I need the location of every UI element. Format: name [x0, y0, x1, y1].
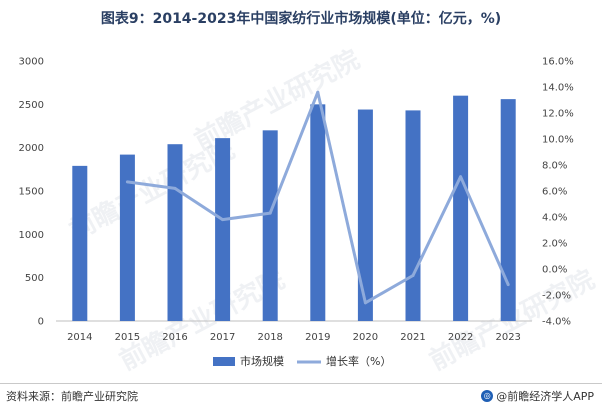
x-tick-label: 2015	[115, 332, 140, 343]
y-right-tick-label: 6.0%	[542, 187, 567, 198]
y-left-tick-label: 1000	[19, 230, 44, 241]
growth-point	[173, 186, 177, 190]
growth-point	[411, 274, 415, 277]
y-right-tick-label: 10.0%	[542, 135, 574, 146]
growth-point	[363, 301, 367, 305]
bar	[357, 109, 373, 322]
x-tick-label: 2018	[257, 332, 282, 343]
bar	[262, 130, 278, 321]
x-tick-label: 2023	[495, 332, 520, 343]
growth-point	[268, 211, 272, 215]
y-left-tick-label: 0	[38, 317, 44, 328]
y-left-tick-label: 2500	[19, 100, 44, 111]
x-tick-label: 2016	[162, 332, 187, 343]
y-right-tick-label: 16.0%	[542, 57, 574, 68]
y-left-tick-label: 3000	[19, 57, 44, 68]
growth-point	[125, 180, 129, 184]
bar	[500, 99, 516, 321]
bar	[310, 104, 326, 321]
y-right-tick-label: 14.0%	[542, 83, 574, 94]
x-tick-label: 2020	[353, 332, 378, 343]
legend-bar-swatch	[213, 357, 235, 366]
brand-credit: ◎ @前瞻经济学人APP	[481, 388, 594, 404]
y-right-tick-label: 0.0%	[542, 265, 567, 276]
y-right-tick-label: 4.0%	[542, 213, 567, 224]
bar	[119, 154, 135, 321]
bar	[405, 110, 421, 322]
source-note: 资料来源：前瞻产业研究院	[6, 390, 138, 403]
y-right-tick-label: 8.0%	[542, 161, 567, 172]
y-right-tick-label: -4.0%	[542, 317, 571, 328]
y-left-tick-label: 500	[25, 273, 44, 284]
bar	[215, 138, 231, 321]
bar	[167, 144, 183, 321]
legend-line-label: 增长率（%）	[326, 354, 391, 368]
brand-logo-icon: ◎	[481, 390, 494, 402]
growth-point	[506, 283, 510, 287]
x-tick-label: 2022	[448, 332, 473, 343]
growth-point	[459, 175, 463, 179]
y-left-tick-label: 1500	[19, 187, 44, 198]
y-right-tick-label: 12.0%	[542, 109, 574, 120]
bar	[72, 165, 88, 321]
y-right-tick-label: -2.0%	[542, 291, 571, 302]
growth-point	[316, 90, 320, 94]
chart-title: 图表9：2014-2023年中国家纺行业市场规模(单位：亿元，%)	[100, 11, 502, 27]
y-left-tick-label: 2000	[19, 143, 44, 154]
growth-point	[221, 218, 225, 222]
footer-divider	[0, 383, 602, 384]
legend-bar-label: 市场规模	[240, 354, 284, 368]
brand-text: @前瞻经济学人APP	[496, 390, 594, 403]
y-right-tick-label: 2.0%	[542, 239, 567, 250]
bar	[453, 95, 469, 322]
chart-plot: 0 500 1000 1500 2000 2500 3000 -4.0% -2.0% 0.0% 2.…	[19, 57, 574, 369]
x-tick-label: 2017	[210, 332, 235, 343]
x-tick-label: 2021	[400, 332, 425, 343]
x-tick-label: 2014	[67, 332, 92, 343]
x-tick-label: 2019	[305, 332, 330, 343]
